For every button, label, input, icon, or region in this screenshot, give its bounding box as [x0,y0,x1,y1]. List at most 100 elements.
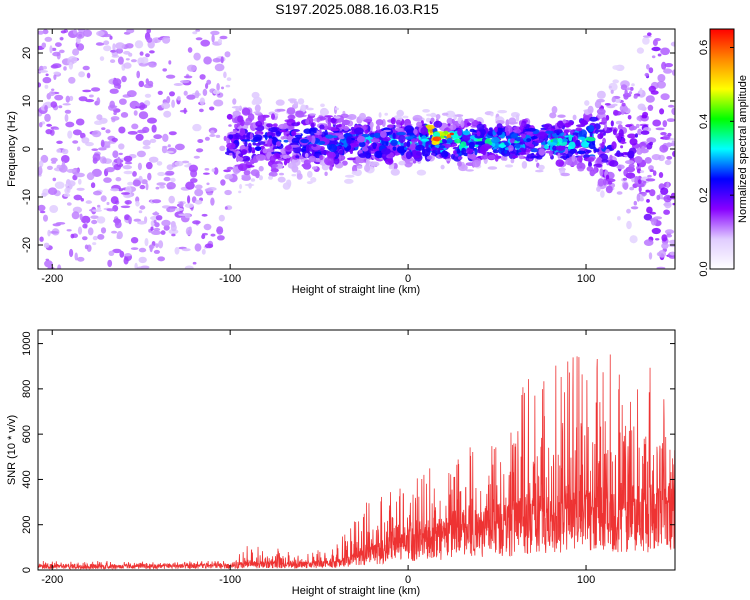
spectrogram-cell [58,105,63,109]
spectrogram-cell [54,181,65,189]
spectrogram-cell [434,144,441,148]
spectrogram-cell [112,78,122,86]
spectrogram-cell [384,112,389,116]
spectrogram-cell [113,218,121,224]
spectrogram-cell [451,118,455,124]
spectrogram-cell [588,142,596,150]
spectrogram-cell [165,150,174,154]
spectrogram-cell [596,186,601,192]
spectrogram-cell [648,252,653,260]
spectrogram-cell [249,132,253,140]
spectrogram-cell [55,222,66,225]
spectrogram-cell [81,215,91,224]
spectrogram-cell [415,144,425,151]
spectrogram-cell [351,170,359,176]
spectrogram-cell [203,56,212,65]
spectrogram-cell [82,65,90,71]
spectrogram-cell [324,156,334,166]
spectrogram-cell [384,158,394,165]
spectrogram-cell [521,132,526,139]
spectrogram-cell [167,144,171,148]
spectrogram-cell [627,133,637,139]
spectrogram-cell [266,123,273,128]
spectrogram-cell [529,148,540,153]
spectrogram-cell [135,200,140,207]
spectrogram-cell [241,174,251,178]
spectrogram-cell [76,256,85,262]
spectrogram-cell [96,30,105,37]
spectrogram-cell [74,252,78,261]
spectrogram-cell [65,183,69,187]
spectrogram-cell [215,134,221,138]
spectrogram-cell [291,174,297,177]
spectrogram-cell [445,110,456,119]
spectrogram-cell [153,134,163,140]
spectrogram-cell [105,129,111,134]
spectrogram-cell [557,137,563,143]
spectrogram-cell [504,164,514,168]
spectrogram-cell [64,114,69,122]
spectrogram-cell [168,60,172,65]
spectrogram-cell [78,96,88,102]
spectrogram-cell [375,119,384,126]
spectrogram-cell [387,124,395,128]
spectrogram-cell [226,166,234,170]
y-tick-label: 10 [21,95,33,107]
spectrogram-cell [614,152,624,157]
spectrogram-cell [422,148,431,157]
spectrogram-cell [210,197,215,206]
spectrogram-cell [446,117,454,125]
spectrogram-cell [651,55,656,59]
spectrogram-cell [153,249,160,254]
spectrogram-cell [54,94,64,101]
snr-y-axis-label: SNR (10 * v/v) [6,415,18,485]
spectrogram-cell [435,114,441,120]
spectrogram-cell [655,238,660,241]
spectrogram-cell [327,140,337,146]
spectrogram-cell [342,119,351,126]
spectrogram-cell [669,251,675,256]
spectrogram-cell [338,134,346,140]
spectrogram-cell [489,127,493,131]
spectrogram-cell [162,68,167,72]
spectrogram-cell [609,160,619,167]
spectrogram-cell [651,154,662,161]
spectrogram-cell [297,98,305,105]
spectrogram-cell [244,122,250,126]
spectrogram-cell [212,89,221,95]
spectrogram-cell [275,141,282,147]
spectrogram-cell [192,220,201,225]
y-tick-label: 200 [21,516,33,534]
spectrogram-cell [382,136,391,142]
spectrogram-cell [291,122,300,127]
spectrogram-cell [118,126,126,134]
spectrogram-cell [535,169,544,173]
spectrogram-cell [100,227,107,234]
spectrogram-cell [494,142,500,149]
snr-x-ticks: -200 -100 0 100 [41,330,595,586]
spectrogram-cell [95,42,105,46]
spectrogram-cell [526,138,532,142]
spectrogram-cell [112,150,119,158]
x-tick-label: -100 [219,574,241,586]
spectrogram-cell [268,135,273,139]
spectrogram-cell [295,155,300,159]
spectrogram-cell [199,97,205,106]
spectrogram-cell [450,153,455,160]
spectrogram-cell [521,161,528,169]
spectrogram-cell [662,120,668,128]
spectrogram-cell [487,166,498,170]
spectrogram-cell [211,168,215,172]
spectrogram-cell [557,152,561,159]
spectrogram-cell [327,121,332,130]
spectrogram-cell [163,110,172,118]
x-tick-label: -200 [41,574,63,586]
spectrogram-cell [635,123,640,129]
spectrogram-cell [602,127,613,134]
spectrogram-cell [123,256,129,265]
spectrogram-cell [224,51,231,58]
spectrogram-cell [120,205,131,209]
spectrogram-cell [239,183,243,190]
spectrogram-cell [537,131,548,140]
spectrogram-cell [627,115,632,120]
